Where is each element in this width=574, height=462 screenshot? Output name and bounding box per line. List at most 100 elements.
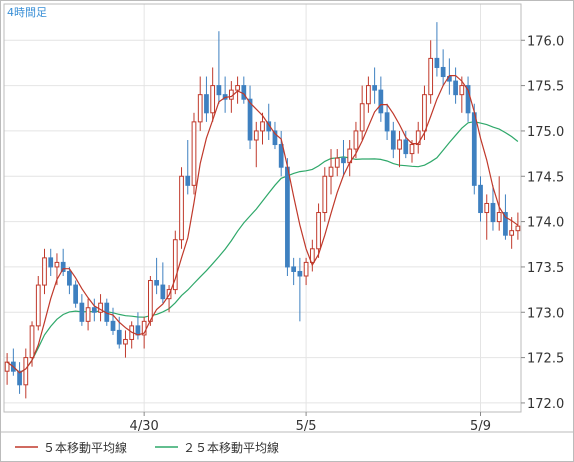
candle-body [509,230,515,236]
candle [91,298,97,322]
candle-body [434,57,440,68]
candle [110,307,116,335]
candle [453,67,458,104]
ma5-line [6,75,519,374]
candle-body [60,261,66,272]
candle-body [17,370,22,386]
candle [328,149,334,195]
y-tick-label: 174.0 [527,216,564,231]
candle-body [154,280,159,286]
candle [372,67,377,104]
candle [403,130,409,159]
candle-body [341,157,346,164]
y-tick-label: 173.0 [527,306,564,321]
candle [272,121,278,150]
candle [260,112,265,145]
candle-body [204,94,209,114]
x-tick-label: 5/5 [296,419,317,434]
candle-body [353,130,359,150]
candle [73,280,79,308]
candle-body [291,266,297,272]
candle-body [322,175,328,214]
y-tick-label: 175.0 [527,125,564,140]
candle [17,362,22,394]
period-label: 4時間足 [7,6,47,19]
candle-body [260,121,265,132]
candle-body [372,85,377,91]
candle [179,167,184,249]
candle-body [478,184,483,214]
candle [353,121,359,159]
candle-body [328,166,334,177]
candle-body [309,248,315,263]
candle-body [29,325,35,359]
y-tick-label: 175.5 [527,80,564,95]
candle [303,257,309,286]
candle-body [484,202,490,214]
candle-body [465,85,471,114]
candle [42,248,47,295]
grid-lines [4,4,521,412]
candle-body [197,94,203,123]
candle-body [428,57,434,96]
candle [185,140,191,195]
candle-body [384,112,390,132]
candle [440,49,446,86]
candle [291,257,297,286]
candle-body [515,225,521,232]
candle-body [316,212,321,250]
candle-body [378,89,384,114]
candle-body [54,261,60,268]
candle [23,348,29,399]
candle [123,330,128,358]
candle [253,121,259,168]
candle-body [241,85,247,100]
candle-body [471,112,477,186]
candle-body [496,212,502,223]
candle-body [303,261,309,277]
candle [247,85,253,150]
y-tick-label: 173.5 [527,261,564,276]
y-tick-label: 172.0 [527,397,564,412]
candle [297,257,303,322]
candle [484,194,490,240]
candle [341,140,346,177]
candle-body [67,270,72,286]
candle [48,248,54,276]
candles-layer [4,22,521,399]
candle-body [285,166,290,268]
candle [35,276,41,331]
candle-body [272,130,278,146]
legend-label-ma25: ２５本移動平均線 [183,440,279,455]
candle-body [390,130,396,150]
candle-body [135,325,141,336]
y-tick-label: 176.0 [527,34,564,49]
candle-body [210,85,216,114]
candle-body [334,157,340,168]
candle [509,217,515,249]
candle-body [247,98,253,141]
candle-body [35,284,41,327]
candle-body [73,284,79,304]
candle [384,103,390,140]
candle-body [453,80,458,96]
candle [496,176,502,231]
candle-body [297,270,303,277]
candle-body [42,257,47,286]
candle-body [185,175,191,186]
candle-body [440,66,446,78]
plot-border [3,3,522,413]
y-tick-label: 172.5 [527,352,564,367]
candle-body [110,320,116,331]
candle-body [172,239,178,291]
candle-body [403,139,409,155]
candle [378,76,384,122]
candle-body [79,302,85,322]
candle-body [415,130,421,146]
candle [160,262,166,304]
candle-body [160,284,166,300]
candle [172,230,178,295]
candle [390,121,396,159]
